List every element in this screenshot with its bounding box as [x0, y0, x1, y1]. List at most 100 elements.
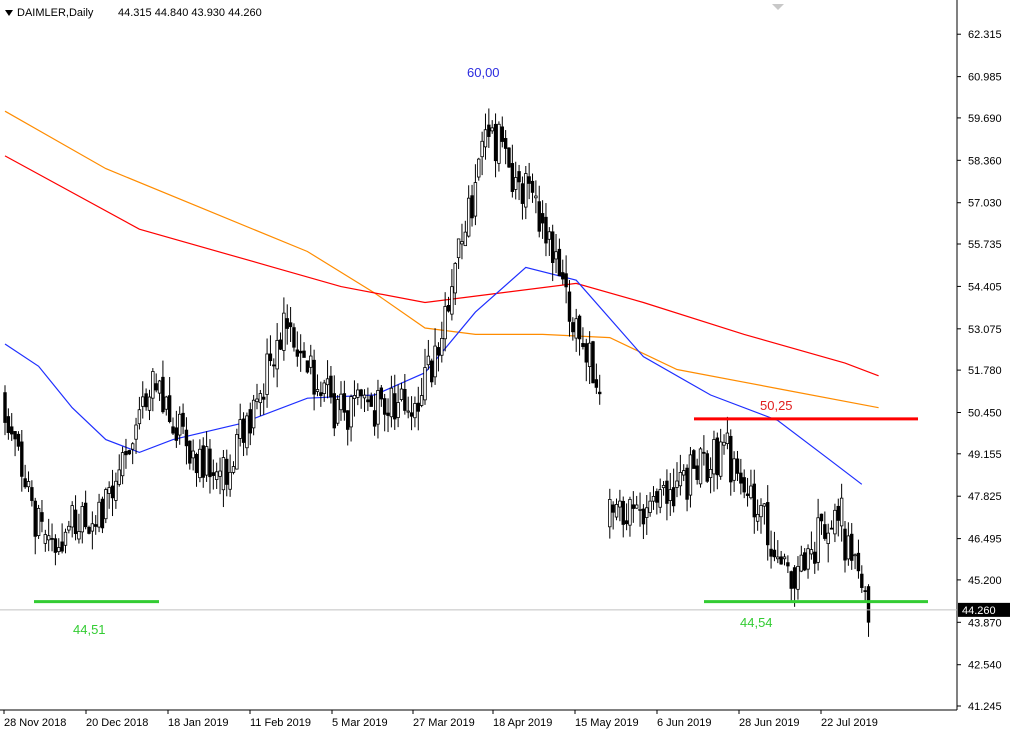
candle-body [278, 339, 283, 350]
candle-body [117, 469, 121, 485]
candle-body [517, 171, 521, 183]
candle-body [493, 123, 498, 162]
candle-body [174, 427, 179, 441]
candle-body [83, 502, 88, 528]
y-tick-label: 57.030 [968, 198, 1002, 210]
candlesticks [3, 108, 871, 637]
candle-body [584, 343, 588, 363]
x-axis: 28 Nov 2018 20 Dec 2018 18 Jan 2019 11 Feb … [3, 710, 878, 729]
candle-body [577, 315, 582, 340]
candle-body [796, 565, 800, 590]
candle-body [725, 432, 730, 445]
candle-body [110, 485, 115, 499]
candle-body [853, 554, 857, 557]
candle-body [826, 532, 830, 544]
candle-body [762, 503, 767, 507]
candle-body [50, 538, 54, 540]
annotation-resistance: 50,25 [760, 398, 793, 413]
candle-body [204, 446, 209, 476]
candle-body [631, 504, 636, 509]
candle-body [470, 195, 474, 219]
candle-body [735, 458, 740, 474]
candle-body [752, 483, 756, 518]
y-tick-label: 54.405 [968, 281, 1002, 293]
candle-body [130, 443, 135, 450]
candle-body [100, 498, 105, 529]
moving-averages [4, 110, 879, 485]
candle-body [214, 471, 219, 480]
candle-body [30, 487, 34, 501]
candle-body [809, 549, 814, 555]
candle-body [285, 318, 289, 329]
candle-body [288, 322, 293, 328]
candle-body [544, 216, 548, 244]
y-tick-label: 47.825 [968, 491, 1002, 503]
candle-body [379, 387, 384, 400]
candle-body [755, 513, 760, 522]
candle-body [739, 472, 743, 484]
candle-body [846, 535, 851, 560]
candle-body [594, 379, 599, 388]
candle-body [557, 248, 562, 277]
candle-body [836, 505, 840, 521]
candle-body [789, 571, 793, 589]
candle-body [507, 147, 511, 168]
candle-body [473, 182, 478, 217]
candle-body [675, 480, 679, 488]
candle-body [46, 535, 51, 541]
candle-body [688, 454, 693, 496]
candle-body [782, 556, 787, 560]
candle-body [466, 197, 471, 237]
candle-body [369, 395, 373, 407]
y-tick-label: 50.450 [968, 408, 1002, 420]
candle-body [211, 472, 216, 476]
moving-average-orange [4, 110, 879, 409]
x-tick-label: 20 Dec 2018 [86, 717, 148, 729]
candle-body [436, 347, 441, 356]
candle-body [645, 507, 649, 518]
x-tick-label: 18 Jan 2019 [168, 717, 229, 729]
candle-body [389, 387, 394, 418]
candle-body [450, 286, 454, 315]
candle-body [692, 450, 696, 469]
candle-body [225, 458, 229, 485]
candle-body [823, 524, 827, 539]
candle-body [682, 470, 686, 476]
y-tick-label: 58.360 [968, 155, 1002, 167]
candle-body [60, 541, 64, 552]
annotation-peak: 60,00 [467, 65, 500, 80]
candle-body [94, 524, 98, 527]
candle-body [759, 505, 763, 518]
candle-body [766, 502, 770, 546]
candle-body [235, 434, 239, 470]
y-tick-label: 43.870 [968, 617, 1002, 629]
dropdown-triangle-icon[interactable] [5, 10, 13, 16]
candle-body [634, 504, 639, 509]
candle-body [346, 410, 350, 430]
candle-body [366, 399, 370, 403]
candle-body [258, 393, 263, 404]
candle-body [621, 500, 625, 525]
candle-body [433, 345, 437, 378]
candle-body [268, 353, 273, 362]
y-tick-label: 49.155 [968, 449, 1002, 461]
candle-body [453, 263, 457, 294]
candle-body [547, 231, 552, 240]
candle-body [272, 364, 276, 367]
candle-body [67, 525, 71, 531]
x-tick-label: 6 Jun 2019 [657, 717, 711, 729]
candle-body [325, 378, 330, 386]
candle-body [335, 399, 340, 424]
scroll-marker-icon[interactable] [772, 4, 784, 10]
candle-body [218, 470, 222, 477]
candle-body [382, 398, 387, 415]
candle-body [638, 509, 642, 511]
candle-body [537, 201, 541, 232]
candle-body [695, 465, 699, 480]
candle-body [708, 468, 713, 478]
candle-body [265, 353, 269, 395]
candle-body [352, 395, 357, 399]
candle-body [406, 410, 410, 413]
